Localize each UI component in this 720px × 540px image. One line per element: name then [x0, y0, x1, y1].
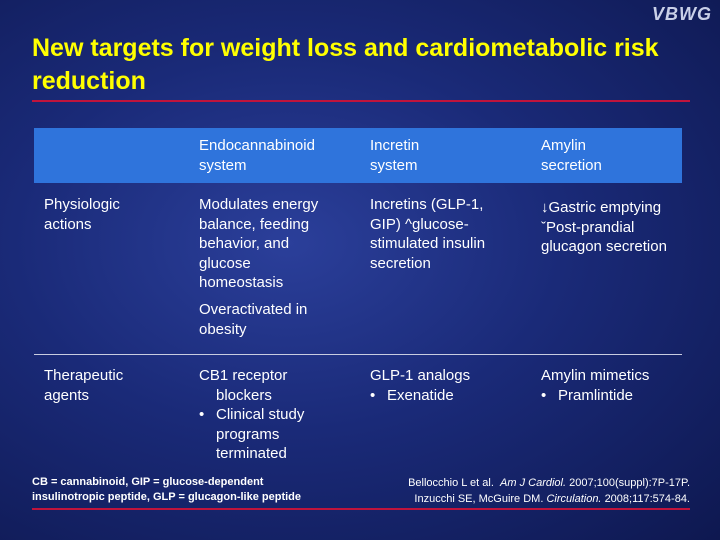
reference-2: Inzucchi SE, McGuire DM. Circulation. 20…: [414, 493, 690, 505]
cell-endocannabinoid-agents: CB1 receptor blockers Clinical study pro…: [199, 366, 304, 464]
bullet-exenatide: Exenatide: [370, 386, 470, 406]
footer-divider: [32, 508, 690, 510]
row-divider: [34, 354, 682, 355]
row-label-therapeutic-agents: Therapeutic agents: [44, 367, 124, 404]
references: Bellocchio L et al. Am J Cardiol. 2007;1…: [360, 475, 690, 507]
abbreviations-footnote: CB = cannabinoid, GIP = glucose-dependen…: [32, 476, 302, 503]
reference-1: Bellocchio L et al. Am J Cardiol. 2007;1…: [408, 477, 690, 489]
table-header-bar: [34, 128, 682, 183]
header-incretin: Incretin system: [370, 137, 420, 174]
bullet-clinical-programs: Clinical study programs terminated: [199, 405, 304, 464]
title-divider: [32, 100, 690, 102]
cell-incretin-actions: Incretins (GLP-1, GIP) ^glucose- stimula…: [370, 196, 486, 272]
cell-endocannabinoid-obesity-note: Overactivated in obesity: [199, 301, 308, 338]
cell-incretin-agents: GLP-1 analogs Exenatide: [370, 366, 470, 405]
cell-amylin-agents: Amylin mimetics Pramlintide: [541, 366, 649, 405]
header-endocannabinoid: Endocannabinoid system: [199, 137, 315, 174]
slide-title: New targets for weight loss and cardiome…: [32, 34, 659, 95]
row-label-physiologic-actions: Physiologic actions: [44, 196, 120, 233]
bullet-pramlintide: Pramlintide: [541, 386, 649, 406]
header-amylin: Amylin secretion: [541, 137, 602, 174]
cell-endocannabinoid-actions: Modulates energy balance, feeding behavi…: [199, 196, 319, 291]
vbwg-logo: VBWG: [652, 4, 712, 24]
cell-amylin-actions: ↓Gastric emptying ˇPost-prandial glucago…: [541, 199, 667, 255]
